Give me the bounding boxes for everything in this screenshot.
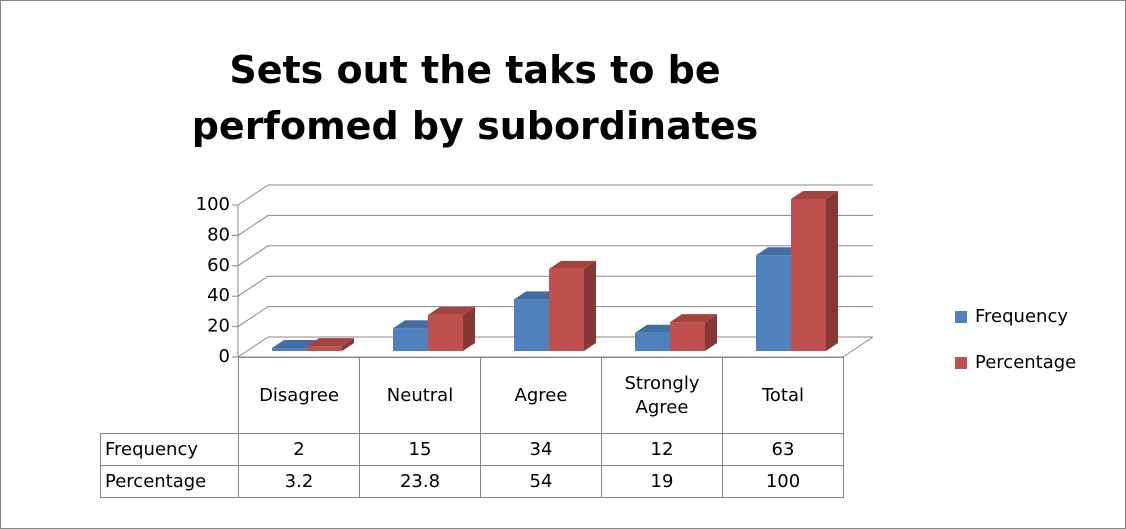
table-value: 100 — [722, 465, 844, 498]
grid-line — [237, 245, 873, 267]
bar-side — [705, 314, 717, 351]
table-value: 15 — [359, 433, 481, 466]
legend-label: Frequency — [975, 306, 1068, 327]
table-value: 63 — [722, 433, 844, 466]
bar — [670, 314, 717, 351]
bar-front — [514, 299, 549, 351]
table-value: 2 — [238, 433, 360, 466]
x-tick-label: Neutral — [359, 357, 481, 434]
bar-front — [549, 268, 584, 351]
chart-title: Sets out the taks to be perfomed by subo… — [191, 48, 759, 148]
table-value: 23.8 — [359, 465, 481, 498]
bar — [549, 260, 596, 351]
bar-front — [428, 314, 463, 351]
table-value: 12 — [601, 433, 723, 466]
table-value: 3.2 — [238, 465, 360, 498]
y-tick-label: 20 — [207, 316, 230, 337]
bar — [307, 338, 354, 351]
bar-top — [428, 306, 475, 315]
x-tick-label: Disagree — [238, 357, 360, 434]
bar-side — [463, 306, 475, 351]
bar — [428, 306, 475, 351]
bar-front — [393, 328, 428, 351]
bar-front — [756, 255, 791, 351]
bar-top — [272, 339, 319, 348]
y-tick-label: 60 — [207, 255, 230, 276]
bar-side — [342, 338, 354, 351]
bar-side — [826, 191, 838, 351]
bar-top — [670, 314, 717, 323]
bar-front — [272, 347, 307, 351]
bar-top — [791, 191, 838, 199]
y-tick-label: 40 — [207, 285, 230, 306]
grid-line — [237, 275, 873, 297]
table-value: 19 — [601, 465, 723, 498]
bar-front — [307, 346, 342, 351]
bar-top — [307, 338, 354, 347]
x-tick-label: Agree — [480, 357, 602, 434]
bar-side — [584, 260, 596, 351]
row-label: Percentage — [100, 465, 239, 498]
grid-line — [237, 184, 873, 206]
x-tick-label: Total — [722, 357, 844, 434]
table-value: 34 — [480, 433, 602, 466]
legend-swatch — [955, 311, 967, 323]
bar-top — [549, 260, 596, 269]
bar-front — [635, 332, 670, 351]
row-label: Frequency — [100, 433, 239, 466]
bar — [791, 191, 838, 351]
y-tick-label: 80 — [207, 224, 230, 245]
bar-front — [670, 322, 705, 351]
y-tick-label: 0 — [219, 346, 230, 367]
y-tick-label: 100 — [196, 194, 230, 215]
legend-label: Percentage — [975, 352, 1076, 373]
bar-front — [791, 199, 826, 351]
x-tick-label: Strongly Agree — [601, 357, 723, 434]
legend-swatch — [955, 357, 967, 369]
grid-line — [237, 214, 873, 236]
table-value: 54 — [480, 465, 602, 498]
grid-line — [237, 306, 873, 328]
